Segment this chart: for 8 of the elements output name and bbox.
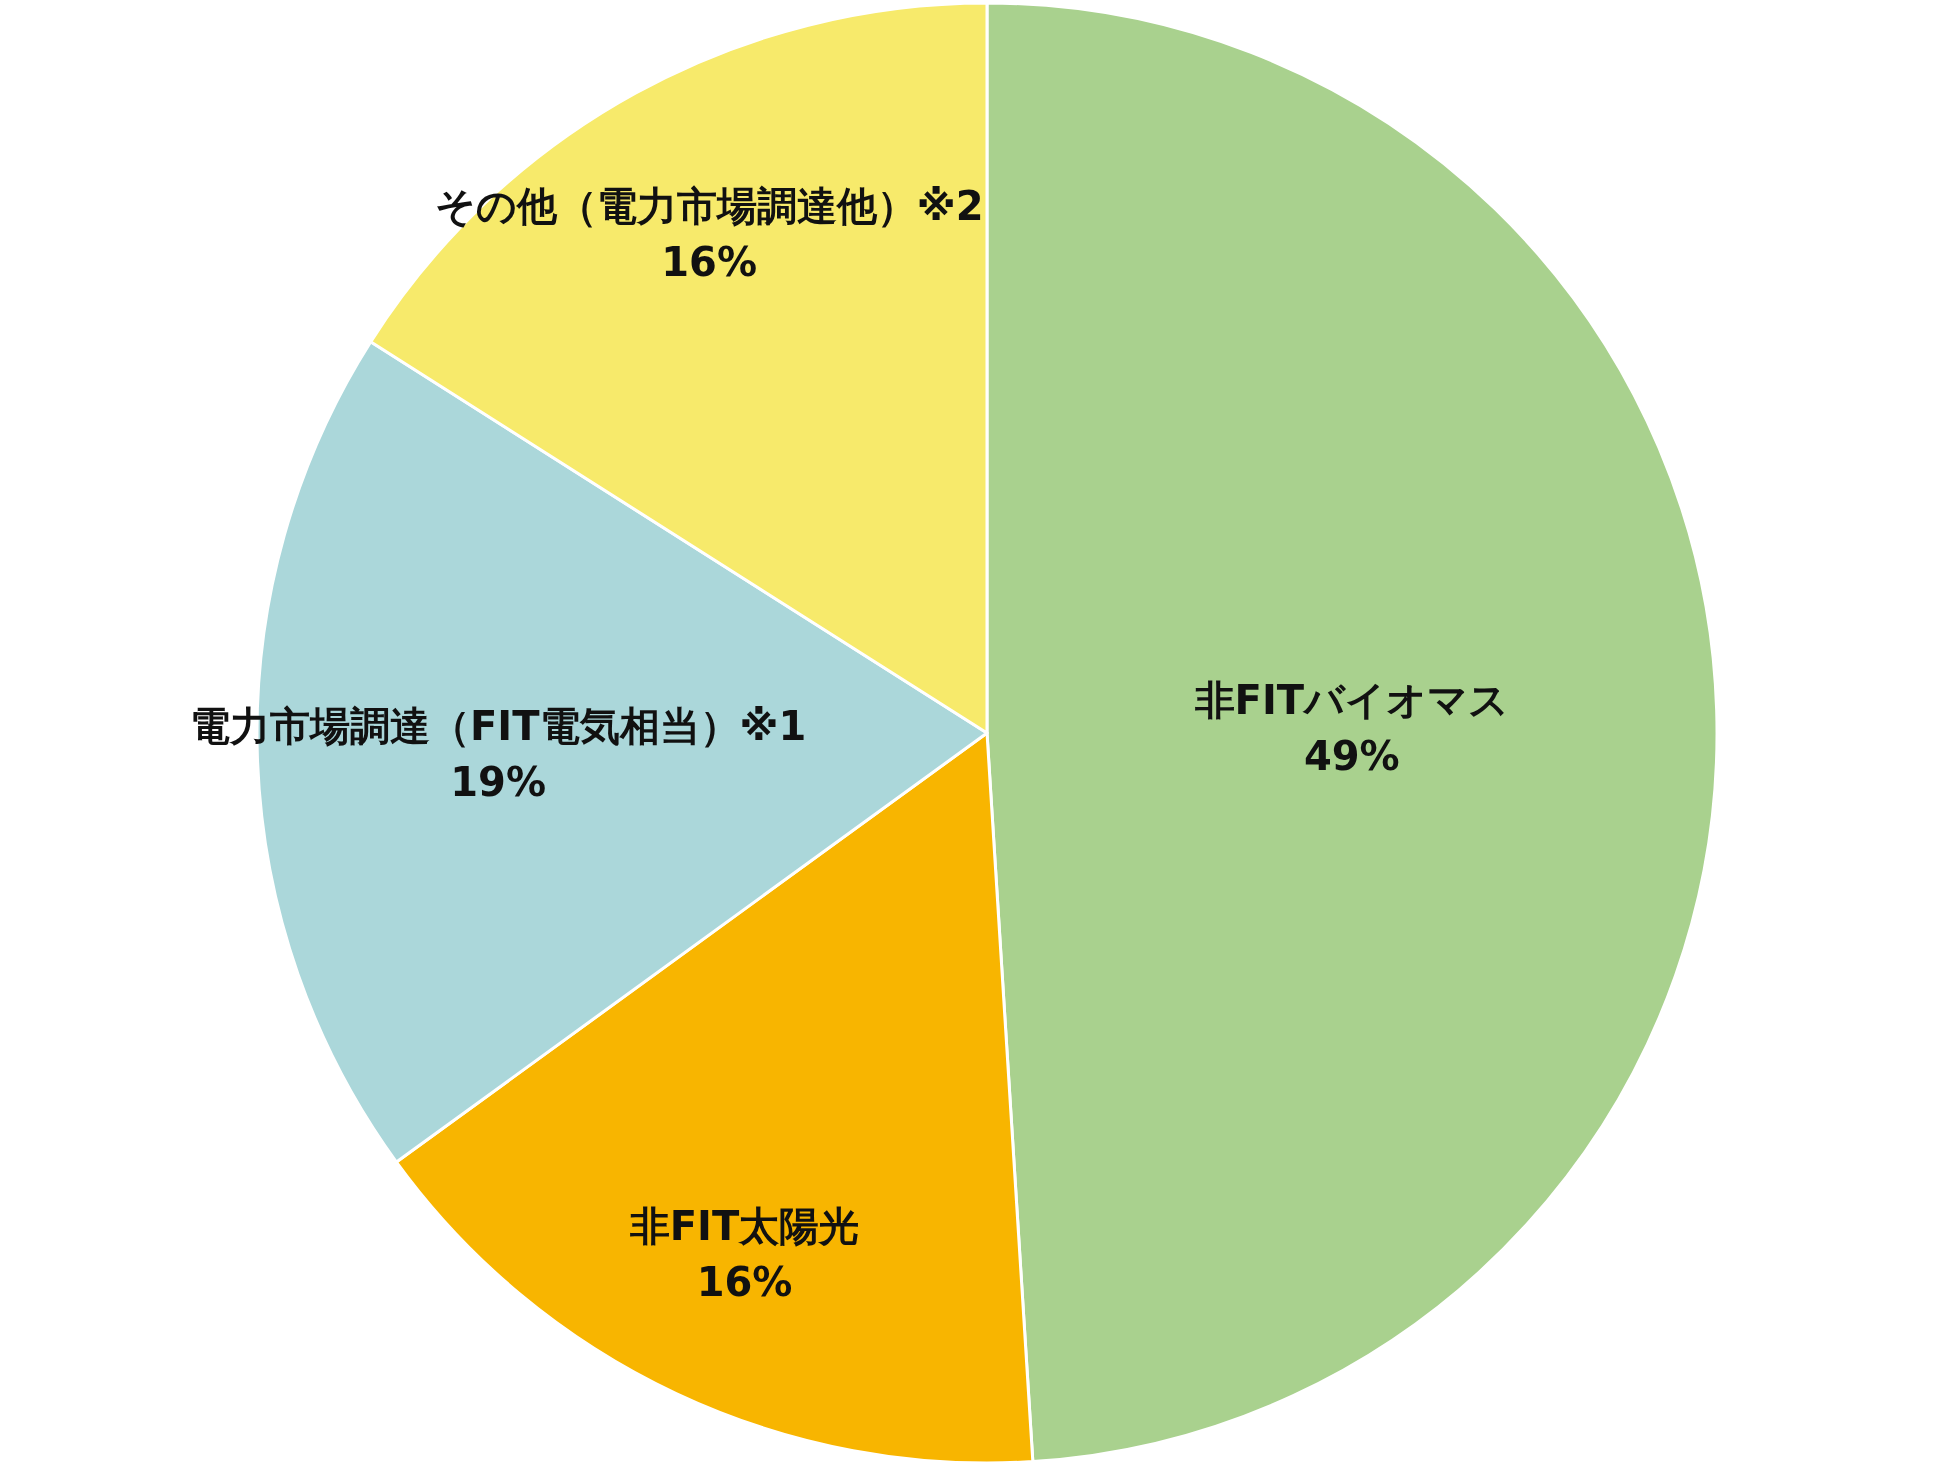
- data-label: 49%: [1303, 732, 1400, 779]
- data-label: 16%: [661, 238, 758, 285]
- data-label: 19%: [450, 759, 547, 806]
- data-label: 16%: [696, 1259, 793, 1306]
- slice-label: 電力市場調達（FIT電気相当）※1: [190, 703, 807, 750]
- slice-label: 非FITバイオマス: [1193, 676, 1510, 723]
- slice-label: 非FIT太陽光: [628, 1203, 860, 1250]
- slice-label: その他（電力市場調達他）※2: [434, 182, 984, 229]
